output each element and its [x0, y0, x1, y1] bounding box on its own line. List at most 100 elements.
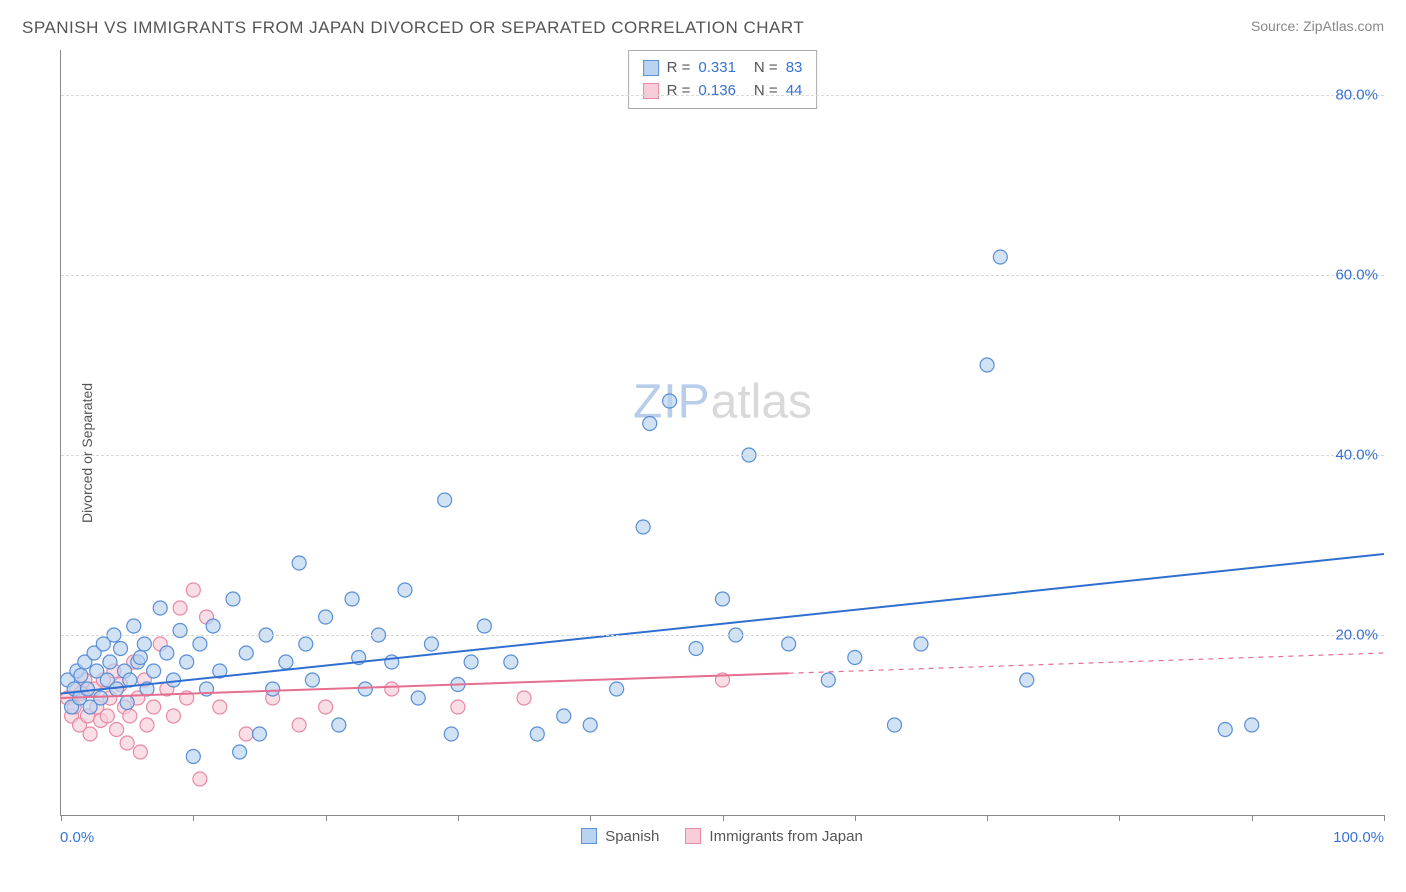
data-point: [993, 250, 1007, 264]
data-point: [663, 394, 677, 408]
y-tick-label: 60.0%: [1335, 267, 1378, 284]
y-tick-label: 80.0%: [1335, 87, 1378, 104]
data-point: [345, 592, 359, 606]
data-point: [319, 610, 333, 624]
data-point: [94, 691, 108, 705]
data-point: [358, 682, 372, 696]
data-point: [292, 556, 306, 570]
data-point: [80, 682, 94, 696]
data-point: [292, 718, 306, 732]
data-point: [887, 718, 901, 732]
gridline: [61, 275, 1384, 276]
data-point: [398, 583, 412, 597]
data-point: [530, 727, 544, 741]
data-point: [1245, 718, 1259, 732]
data-point: [464, 655, 478, 669]
gridline: [61, 455, 1384, 456]
stats-r-label-2: R =: [667, 80, 691, 103]
data-point: [636, 520, 650, 534]
data-point: [100, 709, 114, 723]
data-point: [114, 642, 128, 656]
stats-n-value-1: 83: [786, 57, 803, 80]
data-point: [385, 655, 399, 669]
data-point: [385, 682, 399, 696]
data-point: [193, 772, 207, 786]
y-tick-label: 20.0%: [1335, 627, 1378, 644]
data-point: [160, 646, 174, 660]
data-point: [193, 637, 207, 651]
stats-r-value-2: 0.136: [698, 80, 736, 103]
data-point: [147, 700, 161, 714]
data-point: [166, 673, 180, 687]
stats-n-label-2: N =: [754, 80, 778, 103]
data-point: [319, 700, 333, 714]
data-point: [120, 736, 134, 750]
data-point: [438, 493, 452, 507]
data-point: [716, 592, 730, 606]
data-point: [186, 750, 200, 764]
stats-row-2: R = 0.136 N = 44: [643, 80, 803, 103]
data-point: [266, 682, 280, 696]
trend-line-dashed: [789, 653, 1384, 673]
data-point: [186, 583, 200, 597]
data-point: [252, 727, 266, 741]
stats-n-label-1: N =: [754, 57, 778, 80]
data-point: [180, 655, 194, 669]
data-point: [103, 655, 117, 669]
data-point: [279, 655, 293, 669]
data-point: [610, 682, 624, 696]
data-point: [123, 709, 137, 723]
data-point: [133, 745, 147, 759]
data-point: [477, 619, 491, 633]
data-point: [120, 696, 134, 710]
chart-container: Divorced or Separated ZIPatlas R = 0.331…: [22, 50, 1384, 856]
data-point: [83, 727, 97, 741]
stats-n-value-2: 44: [786, 80, 803, 103]
data-point: [1020, 673, 1034, 687]
data-point: [299, 637, 313, 651]
plot-area: ZIPatlas R = 0.331 N = 83 R = 0.136 N = …: [60, 50, 1384, 816]
data-point: [444, 727, 458, 741]
data-point: [557, 709, 571, 723]
data-point: [980, 358, 994, 372]
stats-row-1: R = 0.331 N = 83: [643, 57, 803, 80]
data-point: [689, 642, 703, 656]
data-point: [411, 691, 425, 705]
data-point: [239, 727, 253, 741]
x-axis-min-label: 0.0%: [60, 829, 94, 846]
x-axis-max-label: 100.0%: [1333, 829, 1384, 846]
data-point: [305, 673, 319, 687]
stats-legend: R = 0.331 N = 83 R = 0.136 N = 44: [628, 50, 818, 109]
gridline: [61, 95, 1384, 96]
data-point: [821, 673, 835, 687]
data-point: [166, 709, 180, 723]
data-point: [226, 592, 240, 606]
bottom-legend: Spanish Immigrants from Japan: [60, 816, 1384, 856]
data-point: [153, 601, 167, 615]
legend-swatch-2: [685, 828, 701, 844]
data-point: [140, 718, 154, 732]
data-point: [173, 601, 187, 615]
data-point: [147, 664, 161, 678]
data-point: [583, 718, 597, 732]
legend-label-1: Spanish: [605, 828, 659, 845]
data-point: [137, 637, 151, 651]
source-label: Source: ZipAtlas.com: [1251, 18, 1384, 34]
legend-label-2: Immigrants from Japan: [709, 828, 862, 845]
data-point: [206, 619, 220, 633]
data-point: [848, 651, 862, 665]
gridline: [61, 635, 1384, 636]
swatch-series-1: [643, 60, 659, 76]
stats-r-label-1: R =: [667, 57, 691, 80]
legend-item-2: Immigrants from Japan: [685, 828, 862, 845]
data-point: [239, 646, 253, 660]
data-point: [782, 637, 796, 651]
data-point: [74, 669, 88, 683]
stats-r-value-1: 0.331: [698, 57, 736, 80]
data-point: [451, 700, 465, 714]
data-point: [110, 723, 124, 737]
legend-swatch-1: [581, 828, 597, 844]
data-point: [1218, 723, 1232, 737]
data-point: [504, 655, 518, 669]
data-point: [233, 745, 247, 759]
